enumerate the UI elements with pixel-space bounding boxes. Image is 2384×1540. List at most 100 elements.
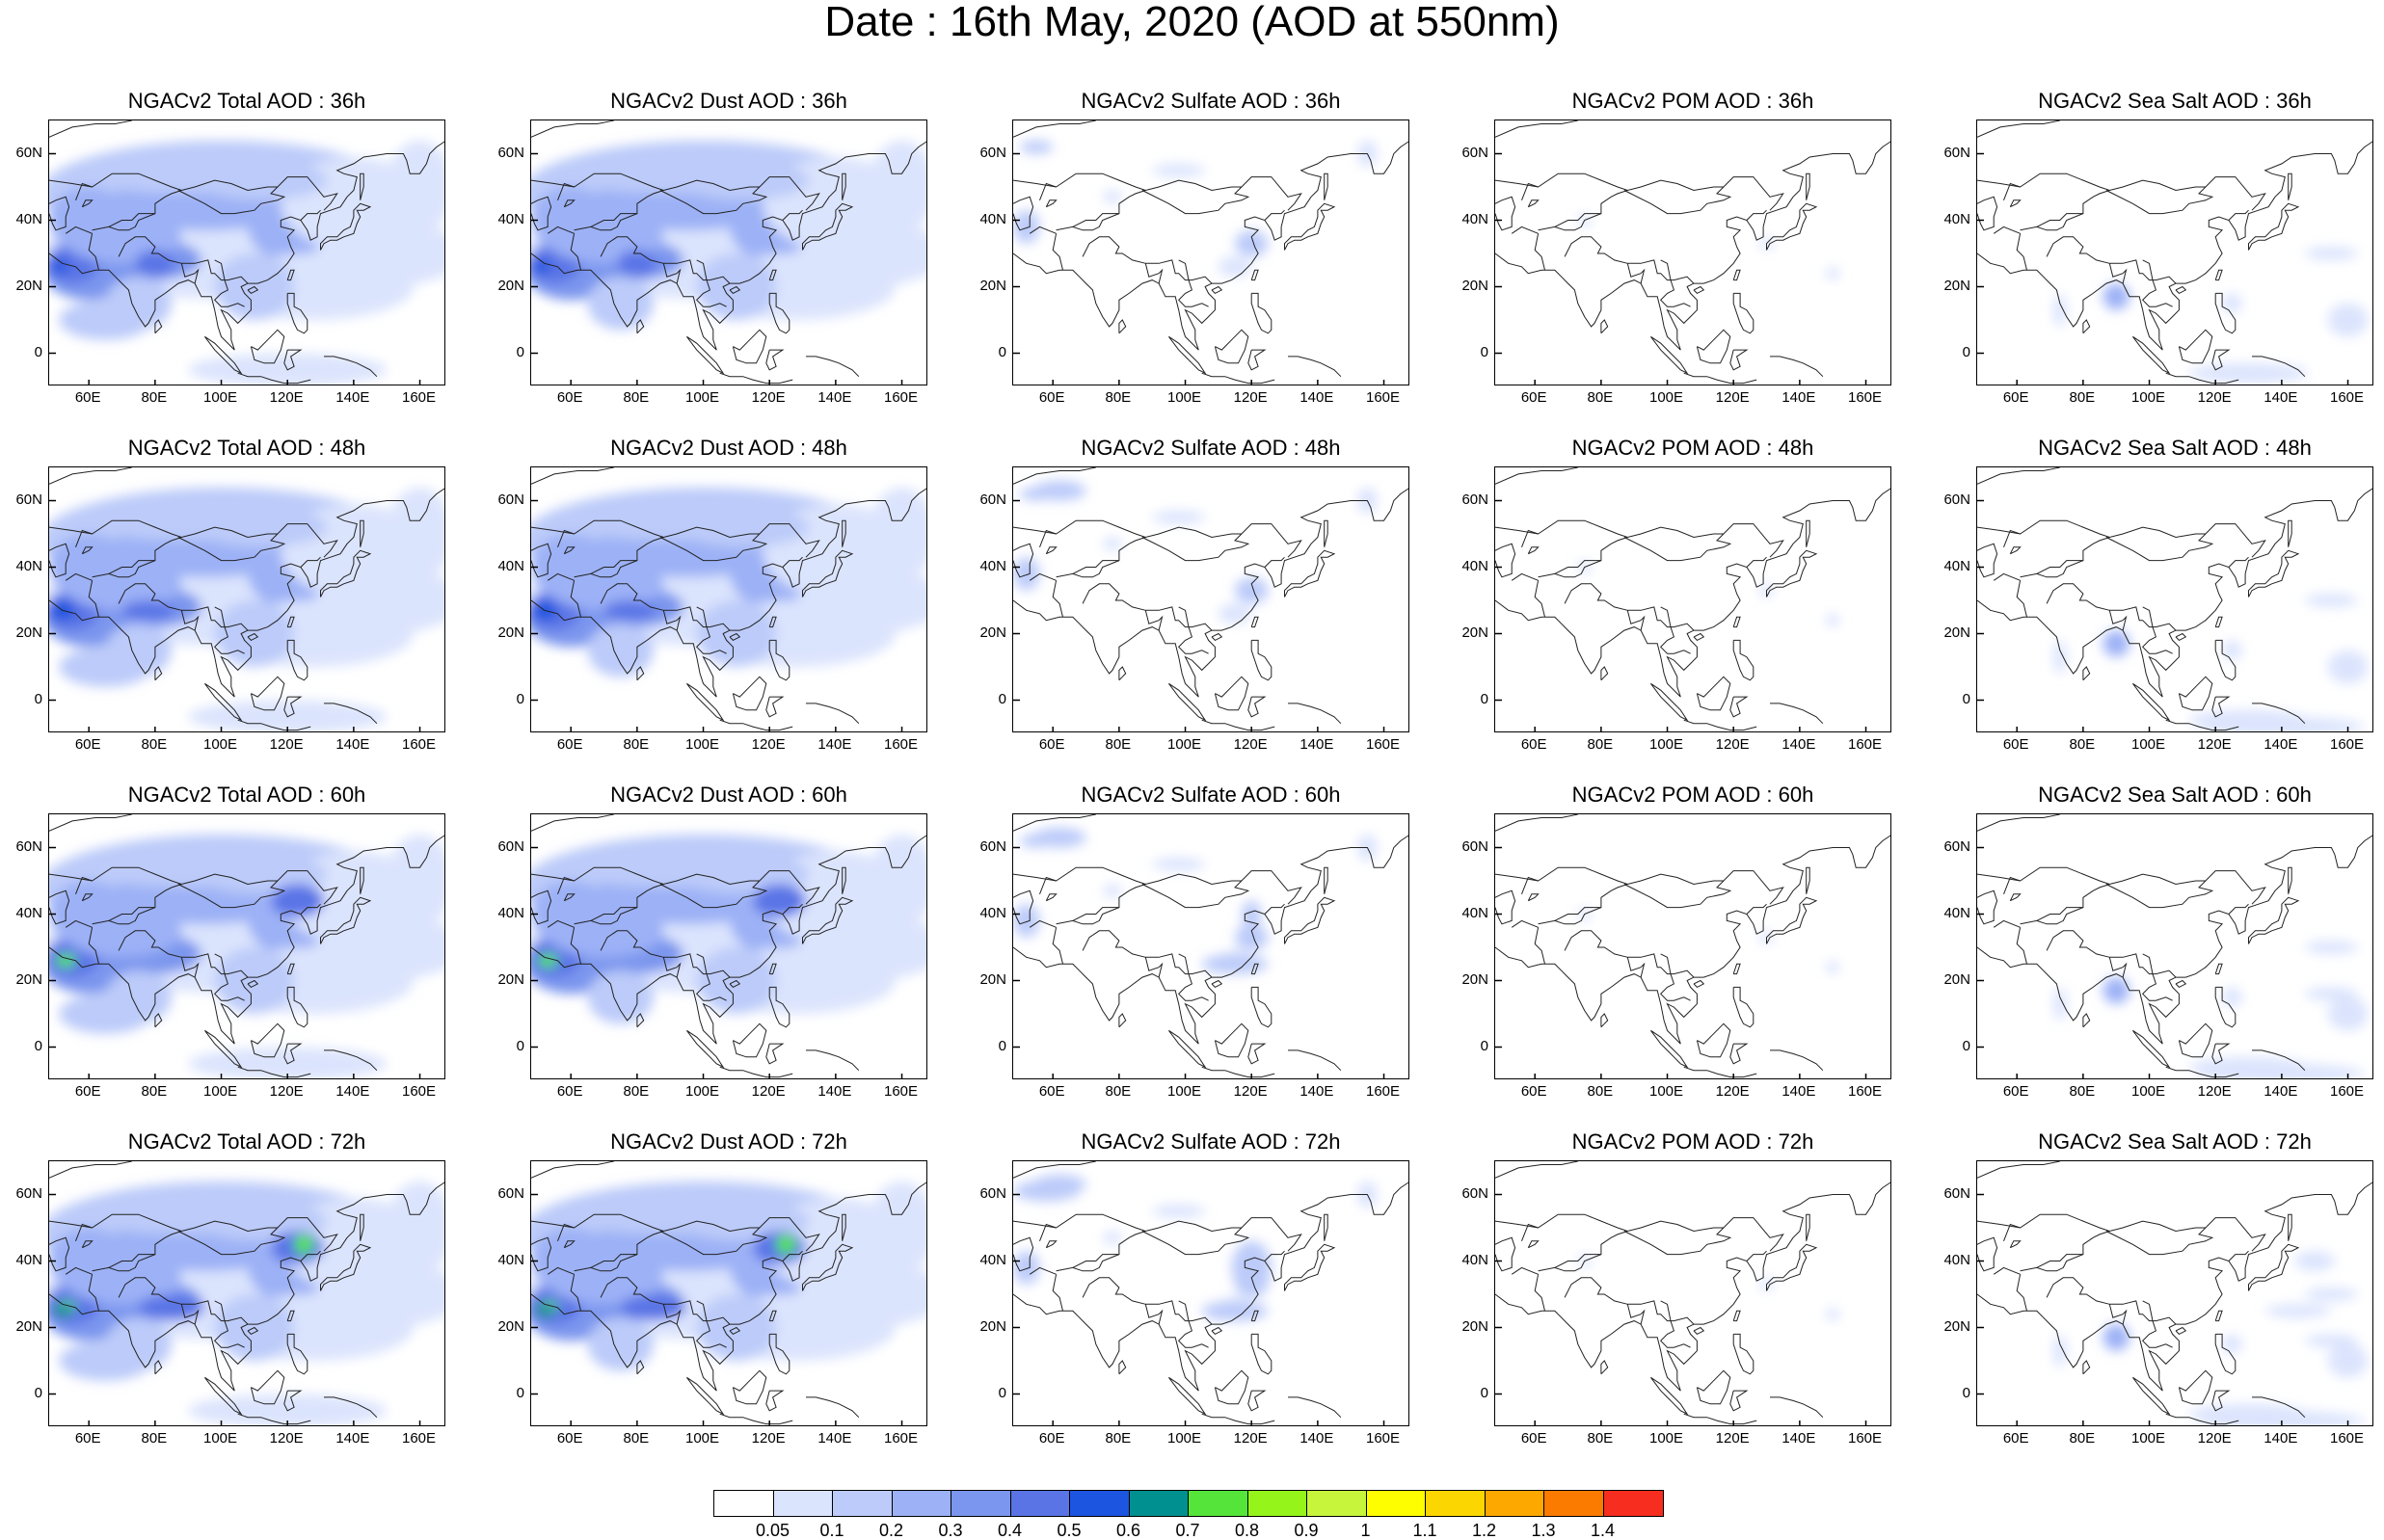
- coastline: [2009, 546, 2022, 555]
- country-border: [2016, 580, 2027, 618]
- coastline: [1977, 889, 1998, 925]
- aod-patch: [809, 580, 926, 634]
- coastline: [1284, 896, 1336, 944]
- coastline: [2131, 335, 2171, 375]
- lon-tick-label: 140E: [2263, 1083, 2298, 1100]
- country-border: [2105, 1227, 2214, 1256]
- country-border: [75, 529, 93, 547]
- country-border: [1141, 186, 1250, 215]
- coastline: [1806, 1213, 1810, 1241]
- lon-tick-label: 100E: [203, 736, 238, 753]
- coastline: [765, 349, 785, 371]
- country-border: [1056, 1231, 1146, 1272]
- panel-title-sulfate-60h: NGACv2 Sulfate AOD : 60h: [1081, 783, 1341, 807]
- lat-tick-label: 40N: [1943, 557, 1970, 574]
- coastline: [1250, 292, 1272, 334]
- country-border: [547, 919, 575, 928]
- coastline: [2082, 1360, 2091, 1375]
- aod-patch: [2199, 1063, 2365, 1078]
- lon-tick-label: 60E: [556, 1083, 583, 1100]
- coastline: [2214, 616, 2223, 628]
- country-border: [1534, 927, 1545, 965]
- lat-tick-label: 40N: [15, 210, 42, 227]
- lon-tick-label: 60E: [1520, 736, 1547, 753]
- coastline: [765, 1390, 785, 1412]
- country-border: [1072, 1254, 1119, 1268]
- aod-patch: [2327, 1343, 2369, 1378]
- lat-tick-label: 20N: [1943, 1317, 1970, 1335]
- coastline: [2248, 549, 2300, 597]
- lon-tick-label: 60E: [2002, 736, 2029, 753]
- map-panel-pom-72h: [1494, 1160, 1891, 1426]
- coastline: [842, 519, 846, 547]
- country-border: [2046, 930, 2177, 978]
- coastline: [2165, 719, 2239, 731]
- country-border: [1144, 263, 1164, 284]
- lat-tick-label: 0: [34, 1037, 42, 1054]
- lon-tick-label: 120E: [269, 736, 304, 753]
- lon-tick-label: 160E: [2330, 736, 2365, 753]
- country-border: [1554, 907, 1601, 921]
- lat-tick-label: 60N: [1943, 837, 1970, 855]
- aod-patch: [617, 250, 657, 278]
- country-border: [92, 884, 182, 925]
- coastline: [1118, 1013, 1127, 1028]
- lat-tick-label: 20N: [979, 277, 1006, 294]
- coastline: [2175, 632, 2187, 642]
- coastline: [1495, 835, 1890, 1045]
- country-border: [531, 173, 820, 211]
- coastline: [360, 1213, 364, 1241]
- colorbar-swatch: [1129, 1491, 1189, 1516]
- aod-patch: [2327, 650, 2369, 684]
- aod-patch: [1019, 140, 1054, 154]
- country-border: [1013, 1213, 1302, 1252]
- country-border: [2105, 880, 2214, 909]
- coastline: [247, 632, 259, 642]
- lon-tick-label: 80E: [1587, 1083, 1614, 1100]
- country-border: [92, 190, 182, 231]
- country-border: [1538, 884, 1628, 925]
- lat-tick-label: 0: [34, 343, 42, 360]
- aod-patch: [327, 1274, 444, 1328]
- lat-tick-label: 40N: [979, 210, 1006, 227]
- aod-patch: [1102, 1231, 1123, 1245]
- coastline: [531, 835, 926, 1045]
- country-border: [1072, 560, 1119, 574]
- country-border: [1029, 1266, 1057, 1275]
- coastline: [1495, 814, 1578, 832]
- aod-patch: [2327, 303, 2369, 337]
- panel-title-total-36h: NGACv2 Total AOD : 36h: [127, 89, 366, 113]
- aod-patch: [1231, 1240, 1272, 1294]
- coastline: [1770, 356, 1824, 378]
- country-border: [1993, 572, 2021, 581]
- aod-patch: [1826, 266, 1840, 280]
- lat-tick-label: 0: [34, 1384, 42, 1401]
- coastline: [1649, 1376, 1689, 1416]
- country-border: [1626, 610, 1646, 631]
- coastline: [636, 319, 645, 334]
- lon-tick-label: 60E: [74, 736, 101, 753]
- coastline: [324, 356, 378, 378]
- aod-patch: [59, 1341, 152, 1381]
- lon-tick-label: 120E: [269, 1083, 304, 1100]
- aod-patch: [1201, 954, 1269, 974]
- colorbar-swatch: [1426, 1491, 1486, 1516]
- coastline: [1118, 666, 1127, 681]
- country-border: [1072, 907, 1119, 921]
- lat-tick-label: 40N: [1461, 904, 1488, 921]
- lat-tick-label: 20N: [1461, 970, 1488, 988]
- lon-tick-label: 120E: [751, 1430, 786, 1447]
- aerosol-field: [49, 1181, 444, 1425]
- country-border: [49, 173, 338, 211]
- country-border: [118, 236, 249, 284]
- coastline: [1045, 893, 1058, 902]
- lat-tick-label: 40N: [1461, 1251, 1488, 1268]
- lon-tick-label: 100E: [685, 736, 720, 753]
- lon-tick-label: 80E: [1587, 1430, 1614, 1447]
- country-border: [1659, 1300, 1691, 1348]
- lon-tick-label: 60E: [556, 736, 583, 753]
- coastline: [1977, 120, 2060, 138]
- colorbar-label: 0.6: [1115, 1521, 1141, 1540]
- coastline: [1600, 666, 1609, 681]
- coastline: [1045, 546, 1058, 555]
